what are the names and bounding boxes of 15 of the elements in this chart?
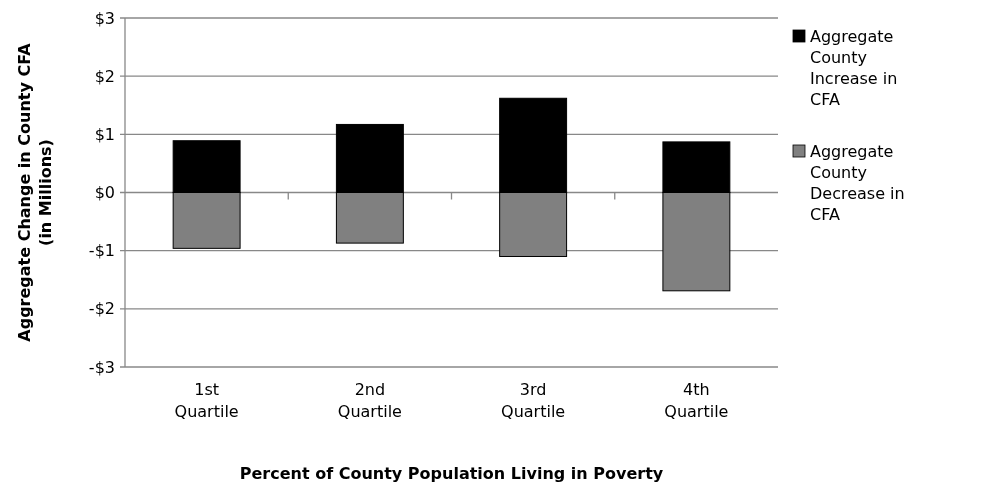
y-tick-label: $2	[94, 66, 115, 86]
x-tick-label: 1st Quartile	[174, 380, 239, 421]
x-axis-title: Percent of County Population Living in Poverty	[239, 464, 664, 483]
x-tick-label: 4th Quartile	[664, 380, 729, 421]
y-tick-label: $1	[94, 124, 115, 144]
x-tick-label: 3rd Quartile	[501, 380, 566, 421]
y-axis-title: Aggregate Change in County CFA (in Millions)	[15, 42, 55, 342]
x-tick-label: 2nd Quartile	[337, 380, 402, 421]
y-tick-label: $0	[94, 183, 115, 203]
legend-label: Aggregate County Increase in CFA	[810, 27, 898, 109]
y-tick-label: $3	[94, 8, 115, 28]
y-tick-label: -$2	[88, 299, 115, 319]
legend-label: Aggregate County Decrease in CFA	[810, 142, 905, 224]
y-tick-label: -$1	[88, 241, 115, 261]
y-tick-label: -$3	[88, 357, 115, 377]
